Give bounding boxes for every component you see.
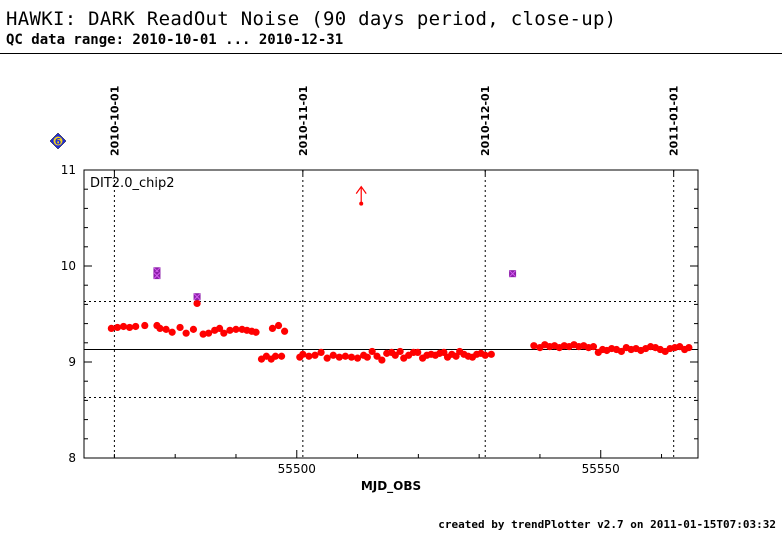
header-divider <box>0 53 782 54</box>
out-of-range-arrow-head <box>355 185 367 194</box>
data-point <box>119 322 128 331</box>
date-marker-label: 2011-01-01 <box>668 86 681 156</box>
data-point <box>252 328 260 336</box>
data-point <box>199 330 207 338</box>
data-point <box>353 354 362 362</box>
data-point <box>487 350 495 358</box>
data-point <box>481 351 489 359</box>
y-tick-label: 11 <box>61 163 76 177</box>
badge-number: 6 <box>55 138 61 148</box>
data-point <box>193 299 201 308</box>
data-point <box>232 325 240 333</box>
date-marker-label: 2010-10-01 <box>108 86 121 156</box>
data-point <box>317 348 325 356</box>
data-point <box>378 356 386 364</box>
data-point <box>220 329 228 337</box>
data-point <box>162 325 170 333</box>
x-tick-label: 55500 <box>278 462 316 476</box>
data-point <box>335 353 343 361</box>
plot-frame <box>83 169 699 459</box>
date-marker-label: 2010-11-01 <box>297 86 310 156</box>
data-point <box>396 347 404 356</box>
data-point <box>132 322 140 331</box>
data-points-layer <box>107 185 693 364</box>
y-tick-label: 8 <box>68 451 76 465</box>
axes-layer: 8 9 10 11 55500 55550 <box>61 163 698 476</box>
data-point <box>189 325 198 333</box>
data-point <box>215 324 224 332</box>
x-axis-title: MJD_OBS <box>361 479 421 494</box>
footer-credit: created by trendPlotter v2.7 on 2011-01-… <box>438 518 776 531</box>
outlier-cross <box>153 272 161 279</box>
x-tick-label: 55550 <box>582 462 620 476</box>
date-marker-layer: 2010-10-01 2010-11-01 2010-12-01 2011-01-01 <box>108 86 681 458</box>
data-point <box>329 351 337 359</box>
chart-subtitle: QC data range: 2010-10-01 ... 2010-12-31 <box>6 32 344 48</box>
data-point <box>414 348 422 356</box>
data-point <box>226 326 234 334</box>
data-point <box>368 347 376 356</box>
data-point <box>530 342 538 350</box>
data-point <box>113 323 122 332</box>
data-point <box>182 329 190 337</box>
data-point <box>176 323 184 332</box>
data-point <box>271 352 280 360</box>
data-point <box>168 328 176 336</box>
data-point <box>277 352 286 360</box>
data-point <box>311 351 319 359</box>
data-point <box>281 327 289 335</box>
data-point <box>589 343 598 351</box>
chart-title: HAWKI: DARK ReadOut Noise (90 days perio… <box>6 8 617 30</box>
data-point <box>323 354 331 362</box>
data-point <box>205 329 213 337</box>
badge-disc <box>53 136 63 146</box>
data-point <box>685 344 693 352</box>
date-marker-label: 2010-12-01 <box>479 86 492 156</box>
chart-badge: 6 <box>49 132 67 150</box>
data-point <box>299 350 307 358</box>
data-point <box>268 324 277 332</box>
data-point <box>156 324 164 332</box>
data-point <box>617 347 626 356</box>
data-point <box>107 324 115 332</box>
outlier-cross <box>509 270 516 278</box>
out-of-range-point <box>359 201 364 206</box>
data-point <box>373 352 381 360</box>
data-point <box>305 352 313 360</box>
data-point <box>274 321 283 330</box>
outlier-cross <box>193 293 201 301</box>
data-point <box>125 323 134 332</box>
y-tick-label: 9 <box>68 355 76 369</box>
data-point <box>391 351 399 359</box>
data-point <box>141 321 149 330</box>
data-point <box>347 353 356 361</box>
data-point <box>341 352 350 360</box>
y-tick-label: 10 <box>61 259 76 273</box>
data-point <box>363 353 371 361</box>
panel-label: DIT2.0_chip2 <box>90 176 174 191</box>
